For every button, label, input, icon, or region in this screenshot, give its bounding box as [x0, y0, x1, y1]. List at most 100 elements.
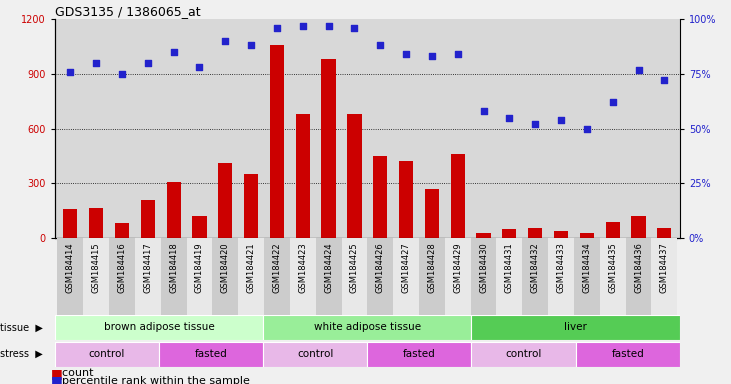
Text: GSM184435: GSM184435 — [608, 242, 617, 293]
Text: GSM184418: GSM184418 — [169, 242, 178, 293]
Point — [504, 115, 515, 121]
Bar — [140, 200, 155, 238]
Bar — [522, 238, 548, 240]
Point — [219, 38, 231, 44]
Bar — [316, 238, 341, 317]
Bar — [322, 60, 336, 238]
Text: GSM184424: GSM184424 — [324, 242, 333, 293]
Bar — [574, 238, 599, 240]
Bar — [599, 238, 626, 317]
Point — [477, 108, 489, 114]
Text: GSM184414: GSM184414 — [66, 242, 75, 293]
Bar — [471, 238, 496, 240]
Text: GSM184429: GSM184429 — [453, 242, 462, 293]
Text: liver: liver — [564, 322, 587, 333]
Text: ■: ■ — [51, 367, 63, 380]
Text: GSM184417: GSM184417 — [143, 242, 152, 293]
Point — [349, 25, 360, 31]
Bar — [264, 238, 290, 240]
Text: percentile rank within the sample: percentile rank within the sample — [55, 376, 250, 384]
Bar — [528, 228, 542, 238]
Text: tissue  ▶: tissue ▶ — [0, 322, 43, 333]
Bar — [444, 238, 471, 240]
Text: ■: ■ — [51, 374, 63, 384]
Bar — [367, 342, 471, 367]
Bar — [496, 238, 522, 317]
Point — [323, 23, 335, 29]
Text: GSM184415: GSM184415 — [91, 242, 101, 293]
Bar — [554, 231, 568, 238]
Bar — [186, 238, 213, 240]
Point — [581, 126, 593, 132]
Point — [91, 60, 102, 66]
Bar — [657, 228, 672, 238]
Bar — [167, 182, 181, 238]
Bar — [159, 342, 263, 367]
Bar — [393, 238, 419, 317]
Text: brown adipose tissue: brown adipose tissue — [104, 322, 214, 333]
Bar — [263, 342, 367, 367]
Bar — [83, 238, 109, 317]
Bar — [393, 238, 419, 240]
Bar — [109, 238, 135, 240]
Bar — [580, 233, 594, 238]
Text: GSM184420: GSM184420 — [221, 242, 230, 293]
Point — [246, 42, 257, 48]
Point — [142, 60, 154, 66]
Point — [529, 121, 541, 127]
Bar — [115, 223, 129, 238]
Bar — [419, 238, 444, 317]
Bar — [471, 315, 680, 340]
Bar — [55, 315, 263, 340]
Bar — [425, 189, 439, 238]
Bar — [186, 238, 213, 317]
Text: GSM184437: GSM184437 — [660, 242, 669, 293]
Bar — [373, 156, 387, 238]
Bar — [548, 238, 574, 317]
Text: control: control — [88, 349, 125, 359]
Text: control: control — [297, 349, 333, 359]
Bar — [477, 233, 491, 238]
Point — [400, 51, 412, 57]
Bar — [605, 222, 620, 238]
Bar — [264, 238, 290, 317]
Bar — [632, 216, 645, 238]
Bar — [83, 238, 109, 240]
Bar — [192, 216, 207, 238]
Point — [426, 53, 438, 60]
Bar — [496, 238, 522, 240]
Point — [632, 66, 644, 73]
Bar — [548, 238, 574, 240]
Bar — [450, 154, 465, 238]
Text: count: count — [55, 368, 94, 378]
Bar — [89, 208, 103, 238]
Bar — [58, 238, 83, 240]
Bar — [341, 238, 367, 240]
Bar — [290, 238, 316, 240]
Text: GSM184419: GSM184419 — [195, 242, 204, 293]
Point — [116, 71, 128, 77]
Text: GDS3135 / 1386065_at: GDS3135 / 1386065_at — [55, 5, 200, 18]
Bar — [367, 238, 393, 317]
Text: GSM184427: GSM184427 — [401, 242, 411, 293]
Bar — [502, 229, 517, 238]
Text: GSM184426: GSM184426 — [376, 242, 385, 293]
Bar — [270, 45, 284, 238]
Bar — [471, 238, 496, 317]
Bar — [295, 114, 310, 238]
Bar — [651, 238, 677, 240]
Bar — [316, 238, 341, 240]
Bar — [599, 238, 626, 240]
Point — [374, 42, 386, 48]
Bar — [651, 238, 677, 317]
Point — [555, 117, 567, 123]
Text: fasted: fasted — [403, 349, 436, 359]
Bar — [471, 342, 575, 367]
Bar — [213, 238, 238, 317]
Bar — [135, 238, 161, 240]
Point — [64, 69, 76, 75]
Point — [297, 23, 308, 29]
Bar — [341, 238, 367, 317]
Bar — [63, 209, 77, 238]
Bar — [367, 238, 393, 240]
